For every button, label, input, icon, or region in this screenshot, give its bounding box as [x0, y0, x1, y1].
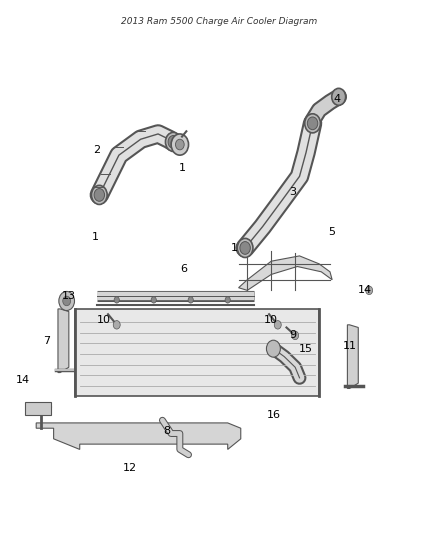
Text: 16: 16: [266, 410, 280, 420]
Circle shape: [114, 297, 119, 303]
Circle shape: [166, 132, 181, 151]
Circle shape: [305, 114, 321, 133]
Circle shape: [151, 297, 156, 303]
Circle shape: [366, 286, 373, 295]
Text: 2: 2: [94, 145, 101, 155]
Circle shape: [59, 292, 74, 311]
Text: 7: 7: [43, 336, 51, 346]
Circle shape: [188, 297, 193, 303]
Circle shape: [225, 297, 230, 303]
Text: 13: 13: [62, 290, 76, 301]
Text: 6: 6: [181, 264, 187, 274]
Polygon shape: [36, 423, 241, 449]
Circle shape: [240, 241, 251, 254]
Circle shape: [176, 139, 184, 150]
Polygon shape: [58, 309, 69, 373]
Circle shape: [113, 320, 120, 329]
Text: 3: 3: [290, 187, 297, 197]
Circle shape: [92, 185, 107, 205]
Text: 11: 11: [343, 341, 357, 351]
Text: 1: 1: [179, 164, 186, 173]
Circle shape: [292, 331, 299, 340]
Circle shape: [63, 296, 71, 306]
Text: 10: 10: [264, 314, 278, 325]
Text: 10: 10: [97, 314, 111, 325]
Text: 15: 15: [299, 344, 313, 354]
Text: 9: 9: [290, 330, 297, 341]
Text: 5: 5: [328, 227, 336, 237]
Text: 8: 8: [163, 426, 170, 436]
Circle shape: [94, 189, 105, 201]
Circle shape: [171, 134, 188, 155]
Circle shape: [168, 135, 179, 148]
Text: 14: 14: [16, 375, 30, 385]
Text: 14: 14: [358, 285, 372, 295]
Circle shape: [274, 320, 281, 329]
Text: 1: 1: [231, 243, 238, 253]
Text: 4: 4: [333, 94, 340, 104]
FancyBboxPatch shape: [75, 309, 319, 397]
Circle shape: [237, 238, 253, 257]
Polygon shape: [347, 325, 358, 389]
Polygon shape: [25, 402, 51, 415]
Text: 12: 12: [123, 463, 137, 473]
Polygon shape: [239, 256, 332, 290]
Text: 2013 Ram 5500 Charge Air Cooler Diagram: 2013 Ram 5500 Charge Air Cooler Diagram: [121, 17, 317, 26]
Text: 1: 1: [92, 232, 99, 243]
Circle shape: [307, 117, 318, 130]
Circle shape: [332, 88, 346, 106]
Circle shape: [266, 340, 280, 357]
